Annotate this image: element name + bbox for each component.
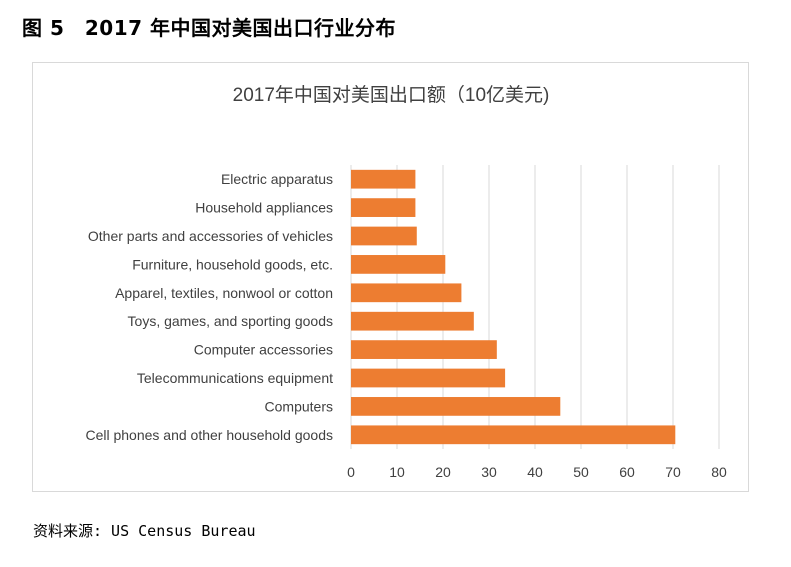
bar-6 <box>351 340 497 359</box>
bar-8 <box>351 397 561 416</box>
category-label-2: Other parts and accessories of vehicles <box>88 228 333 244</box>
bar-1 <box>351 198 416 217</box>
x-tick-label-60: 60 <box>619 464 635 480</box>
x-tick-label-10: 10 <box>389 464 405 480</box>
category-label-5: Toys, games, and sporting goods <box>128 313 333 329</box>
bar-7 <box>351 368 506 388</box>
category-label-4: Apparel, textiles, nonwool or cotton <box>115 285 333 301</box>
bar-4 <box>351 283 462 303</box>
x-tick-labels: 0 10 20 30 40 50 60 70 80 <box>347 464 727 480</box>
bars <box>351 169 676 445</box>
x-tick-label-30: 30 <box>481 464 497 480</box>
x-tick-label-0: 0 <box>347 464 355 480</box>
bar-2 <box>351 226 417 246</box>
bar-0 <box>351 169 416 189</box>
chart-title: 2017年中国对美国出口额（10亿美元) <box>233 84 550 106</box>
category-label-8: Computers <box>265 398 333 414</box>
category-label-3: Furniture, household goods, etc. <box>132 256 333 272</box>
category-label-7: Telecommunications equipment <box>137 370 333 386</box>
bar-9 <box>351 425 676 445</box>
x-tick-label-70: 70 <box>665 464 681 480</box>
source-note: 资料来源: US Census Bureau <box>33 522 256 540</box>
figure-title: 图 5 2017 年中国对美国出口行业分布 <box>22 16 397 40</box>
x-tick-label-50: 50 <box>573 464 589 480</box>
category-labels: Electric apparatus Household appliances Ot… <box>85 171 333 443</box>
category-label-6: Computer accessories <box>194 342 333 358</box>
x-tick-label-80: 80 <box>711 464 727 480</box>
chart-frame: 2017年中国对美国出口额（10亿美元) Electric apparatus H… <box>32 62 749 492</box>
bar-chart: 2017年中国对美国出口额（10亿美元) Electric apparatus H… <box>85 84 727 480</box>
bar-5 <box>351 311 474 331</box>
x-tick-label-20: 20 <box>435 464 451 480</box>
category-label-1: Household appliances <box>195 200 333 216</box>
x-tick-label-40: 40 <box>527 464 543 480</box>
category-label-9: Cell phones and other household goods <box>85 427 333 443</box>
category-label-0: Electric apparatus <box>221 171 333 187</box>
bar-3 <box>351 255 446 274</box>
